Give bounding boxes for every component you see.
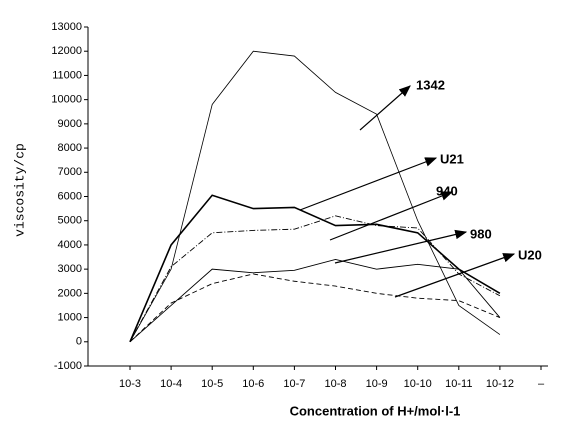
x-tick-label: 10-5 (201, 378, 223, 390)
annotation-arrow (334, 229, 468, 264)
series-label: U21 (440, 151, 464, 166)
series-label: 1342 (416, 77, 445, 92)
x-tick-label: 10-11 (445, 378, 472, 390)
y-tick-label: 5000 (58, 215, 82, 227)
y-axis-label: viscosity/cp (12, 143, 27, 237)
y-tick-label: 9000 (58, 118, 82, 130)
x-tick-label: 10-10 (404, 378, 432, 390)
x-tick-label: 10-3 (119, 378, 141, 390)
x-axis-label: Concentration of H+/mol·l-1 (290, 403, 461, 418)
annotation-arrow (359, 85, 411, 131)
annotation-arrow (299, 157, 438, 211)
series-line (129, 215, 501, 343)
y-tick-label: 13000 (51, 21, 82, 33)
series-line (129, 273, 501, 343)
x-tick-label: – (538, 378, 545, 390)
y-tick-label: 7000 (58, 166, 82, 178)
y-tick-label: 8000 (58, 142, 82, 154)
y-tick-label: 0 (76, 336, 82, 348)
y-tick-label: 2000 (58, 287, 82, 299)
y-tick-label: 1000 (58, 311, 82, 323)
y-tick-label: -1000 (54, 360, 82, 372)
x-tick-label: 10-12 (486, 378, 514, 390)
series-label: 940 (436, 183, 458, 198)
y-tick-label: 6000 (58, 190, 82, 202)
y-tick-label: 4000 (58, 239, 82, 251)
y-tick-label: 10000 (51, 94, 82, 106)
series-line (129, 258, 501, 343)
y-tick-label: 12000 (51, 45, 82, 57)
series-label: U20 (518, 247, 542, 262)
series-label: 980 (470, 226, 492, 241)
x-tick-label: 10-8 (324, 378, 346, 390)
y-tick-label: 3000 (58, 263, 82, 275)
x-tick-label: 10-4 (160, 378, 182, 390)
x-tick-label: 10-7 (283, 378, 305, 390)
annotation-arrow (329, 191, 454, 241)
annotation-arrow (394, 253, 516, 298)
x-tick-label: 10-9 (366, 378, 388, 390)
x-tick-label: 10-6 (242, 378, 264, 390)
series-line (129, 194, 501, 343)
series-line (129, 50, 501, 342)
y-tick-label: 11000 (52, 69, 82, 81)
